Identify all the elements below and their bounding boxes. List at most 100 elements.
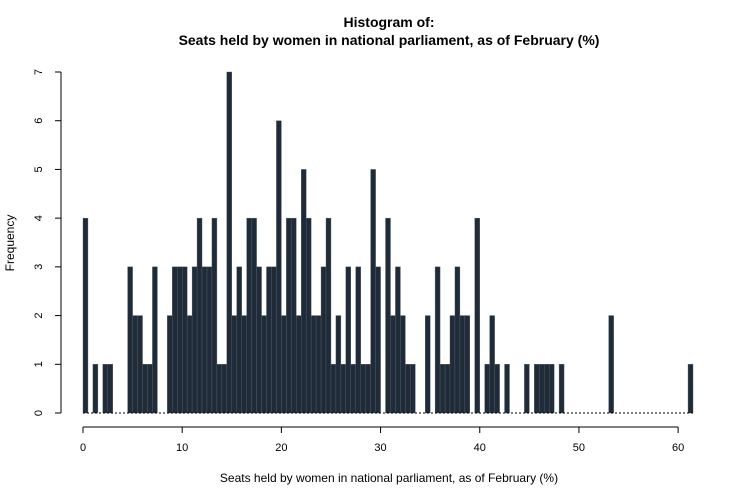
- x-axis: 0 10 20 30 40 50 60: [80, 426, 684, 454]
- histogram-bar: [315, 315, 322, 414]
- histogram-bar: [539, 364, 545, 414]
- histogram-bar: [405, 364, 411, 414]
- histogram-bar: [310, 315, 317, 414]
- histogram-bar: [191, 266, 198, 414]
- histogram-bar: [454, 266, 461, 414]
- histogram-bar: [558, 364, 565, 414]
- histogram-bar: [181, 266, 188, 414]
- histogram-bar: [504, 364, 510, 414]
- histogram-bar: [459, 315, 466, 414]
- histogram-bar: [350, 364, 356, 414]
- histogram-bar: [494, 364, 500, 414]
- histogram-bar: [296, 315, 302, 414]
- histogram-bar: [365, 364, 371, 414]
- histogram-bar: [82, 217, 89, 414]
- histogram-bar: [301, 169, 307, 414]
- histogram-bar: [186, 315, 193, 414]
- histogram-bar: [390, 315, 396, 414]
- histogram-bar: [291, 217, 297, 414]
- histogram-bar: [142, 364, 148, 414]
- histogram-bar: [102, 364, 108, 414]
- histogram-bar: [246, 217, 252, 414]
- histogram-bar: [355, 266, 361, 414]
- histogram-bar: [375, 266, 381, 414]
- histogram-bar: [201, 266, 208, 414]
- histogram-bar: [196, 217, 203, 414]
- histogram-bar: [276, 120, 282, 414]
- histogram-bar: [608, 315, 614, 414]
- histogram-bar: [434, 266, 441, 414]
- histogram-bar: [305, 217, 312, 414]
- histogram-bar: [544, 364, 550, 414]
- histogram-bar: [320, 266, 327, 414]
- histogram-bar: [340, 364, 347, 414]
- x-tick-label: 10: [176, 442, 188, 454]
- y-axis-label: Frequency: [3, 215, 17, 272]
- y-tick-label: 5: [33, 166, 45, 172]
- x-tick-label: 50: [573, 442, 585, 454]
- histogram-bar: [444, 364, 451, 414]
- histogram-bar: [127, 266, 133, 414]
- histogram-bar: [286, 217, 292, 414]
- chart-title-line-1: Histogram of:: [344, 14, 435, 30]
- chart-title-line-2: Seats held by women in national parliame…: [179, 32, 600, 48]
- histogram-bar: [449, 315, 456, 414]
- y-axis: 0 1 2 3 4 5 6 7: [33, 69, 62, 416]
- x-tick-label: 0: [80, 442, 86, 454]
- histogram-bar: [137, 315, 143, 414]
- x-axis-label: Seats held by women in national parliame…: [220, 471, 558, 485]
- histogram-bar: [385, 217, 391, 414]
- histogram-bar: [167, 315, 173, 414]
- histogram-bar: [370, 169, 376, 414]
- histogram-bars: [82, 71, 694, 414]
- histogram-bar: [524, 364, 530, 414]
- histogram-bar: [345, 266, 352, 414]
- x-tick-label: 40: [474, 442, 486, 454]
- histogram-bar: [474, 217, 480, 414]
- histogram-bar: [241, 315, 247, 414]
- histogram-bar: [251, 217, 257, 414]
- histogram-bar: [484, 364, 490, 414]
- histogram-bar: [534, 364, 540, 414]
- y-tick-label: 2: [33, 313, 45, 319]
- histogram-bar: [410, 364, 416, 414]
- y-tick-label: 1: [33, 361, 45, 367]
- histogram-bar: [226, 71, 232, 414]
- histogram-bar: [147, 364, 153, 414]
- histogram-bar: [107, 364, 113, 414]
- y-tick-label: 0: [33, 410, 45, 416]
- histogram-bar: [281, 315, 287, 414]
- histogram-bar: [266, 266, 272, 414]
- x-tick-label: 60: [672, 442, 684, 454]
- y-tick-label: 3: [33, 264, 45, 270]
- histogram-bar: [92, 364, 99, 414]
- histogram-bar: [177, 266, 183, 414]
- histogram-bar: [211, 217, 218, 414]
- histogram-bar: [261, 315, 267, 414]
- histogram-bar: [221, 364, 228, 414]
- histogram-bar: [335, 315, 342, 414]
- y-tick-label: 4: [33, 215, 45, 221]
- histogram-bar: [464, 315, 471, 414]
- histogram-bar: [236, 266, 242, 414]
- histogram-bar: [687, 364, 694, 414]
- histogram-bar: [548, 364, 555, 414]
- histogram-bar: [395, 266, 401, 414]
- histogram-bar: [489, 315, 495, 414]
- y-tick-label: 7: [33, 69, 45, 75]
- histogram-bar: [271, 266, 277, 414]
- histogram-bar: [360, 364, 366, 414]
- histogram-bar: [231, 315, 237, 414]
- histogram-bar: [330, 364, 337, 414]
- y-tick-label: 6: [33, 118, 45, 124]
- x-tick-label: 30: [374, 442, 386, 454]
- histogram-bar: [206, 266, 213, 414]
- histogram-bar: [132, 315, 138, 414]
- histogram-bar: [400, 315, 406, 414]
- histogram-bar: [439, 364, 446, 414]
- histogram-bar: [216, 364, 223, 414]
- histogram-bar: [256, 266, 262, 414]
- histogram-bar: [325, 217, 332, 414]
- histogram-bar: [172, 266, 178, 414]
